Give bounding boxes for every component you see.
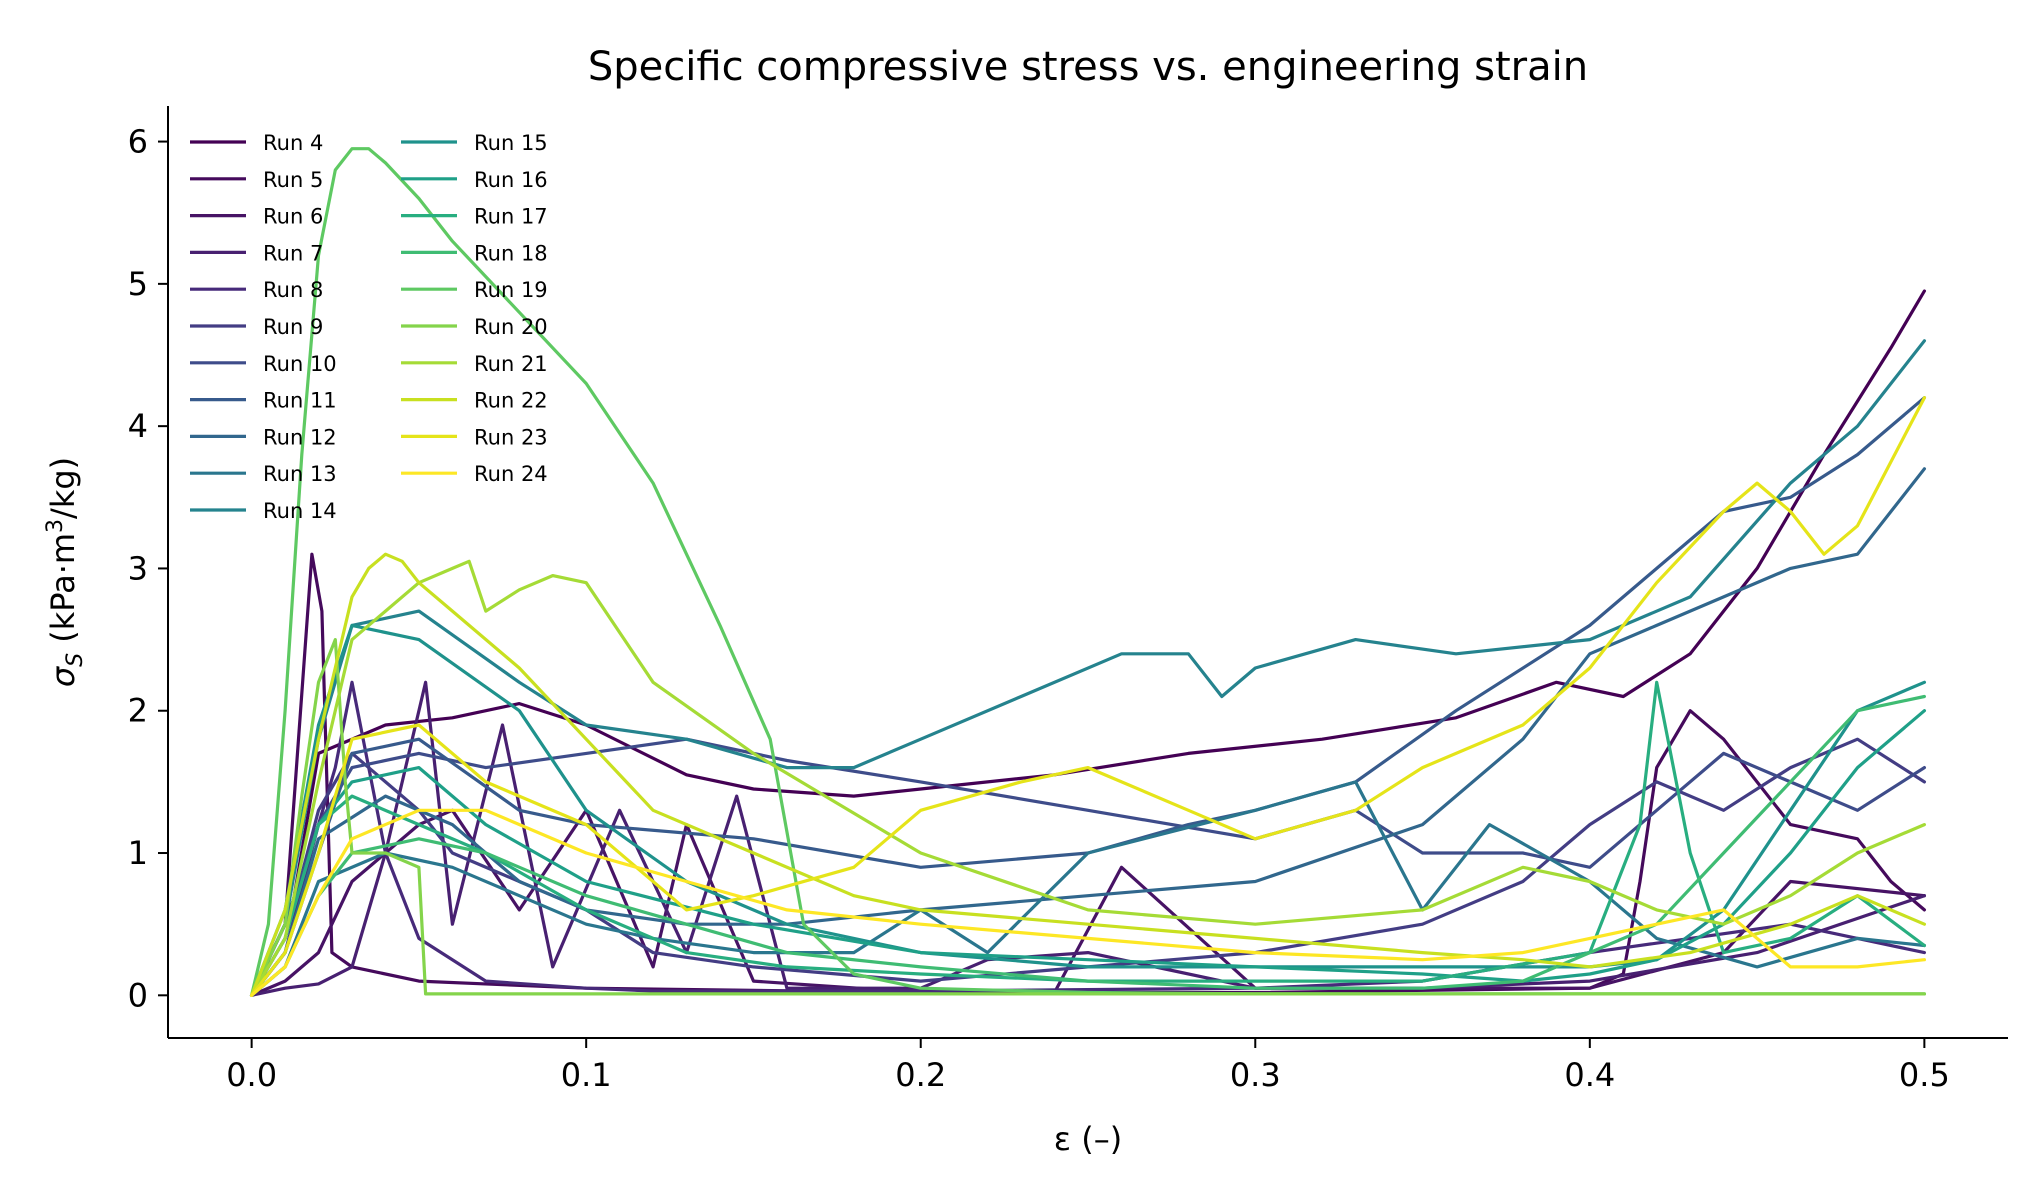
series-line-run-18: [250, 694, 1926, 997]
y-label-subscript: S: [63, 653, 88, 667]
legend-label: Run 8: [263, 278, 323, 302]
legend-label: Run 16: [474, 168, 548, 192]
series-line-run-23: [250, 396, 1926, 997]
series-line-run-4: [250, 289, 1926, 997]
x-tick-label: 0.1: [561, 1056, 612, 1094]
series-line-run-24: [250, 808, 1926, 997]
x-tick-label: 0.3: [1230, 1056, 1281, 1094]
y-ticks: 0 1 2 3 4 5 6: [128, 123, 168, 1014]
x-tick-label: 0.4: [1564, 1056, 1615, 1094]
series-layer: [250, 147, 1926, 997]
legend-label: Run 7: [263, 241, 323, 265]
legend: Run 4 Run 5 Run 6 Run 7 Run 8 Run 9 Run 10 Run …: [190, 131, 548, 523]
legend-label: Run 24: [474, 462, 548, 486]
series-line-run-22: [250, 552, 1926, 997]
legend-label: Run 11: [263, 389, 337, 413]
legend-label: Run 23: [474, 425, 548, 449]
legend-label: Run 9: [263, 315, 323, 339]
y-tick-label: 2: [128, 692, 148, 730]
series-line-run-21: [250, 559, 1926, 997]
y-axis-label: σS (kPa·m3/kg): [43, 457, 88, 687]
legend-label: Run 17: [474, 205, 548, 229]
legend-label: Run 19: [474, 278, 548, 302]
y-label-symbol: σ: [44, 665, 82, 687]
legend-label: Run 13: [263, 462, 337, 486]
y-label-units-end: /kg): [44, 457, 82, 519]
x-axis-label: ε (–): [1054, 1120, 1122, 1158]
y-label-units: (kPa·m: [44, 533, 82, 653]
legend-label: Run 5: [263, 168, 323, 192]
y-tick-label: 5: [128, 265, 148, 303]
legend-label: Run 21: [474, 352, 548, 376]
chart-title: Specific compressive stress vs. engineer…: [588, 44, 1588, 90]
legend-label: Run 22: [474, 389, 548, 413]
legend-label: Run 10: [263, 352, 337, 376]
legend-label: Run 6: [263, 205, 323, 229]
x-ticks: 0.0 0.1 0.2 0.3 0.4 0.5: [226, 1038, 1950, 1094]
series-line-run-9: [250, 737, 1926, 997]
x-tick-label: 0.5: [1899, 1056, 1950, 1094]
legend-label: Run 15: [474, 131, 548, 155]
legend-label: Run 4: [263, 131, 323, 155]
x-tick-label: 0.0: [226, 1056, 277, 1094]
series-line-run-8: [250, 680, 1926, 997]
legend-label: Run 14: [263, 499, 337, 523]
series-line-run-10: [250, 737, 1926, 997]
y-tick-label: 6: [128, 123, 148, 161]
series-line-run-20: [250, 638, 1926, 997]
series-line-run-13: [250, 780, 1926, 997]
axes: [167, 106, 2008, 1039]
legend-label: Run 12: [263, 425, 337, 449]
y-tick-label: 1: [128, 834, 148, 872]
legend-label: Run 20: [474, 315, 548, 339]
y-tick-label: 0: [128, 976, 148, 1014]
series-line-run-12: [250, 467, 1926, 997]
x-tick-label: 0.2: [895, 1056, 946, 1094]
y-tick-label: 3: [128, 549, 148, 587]
y-label-superscript: 3: [43, 519, 68, 533]
y-tick-label: 4: [128, 407, 148, 445]
legend-label: Run 18: [474, 241, 548, 265]
